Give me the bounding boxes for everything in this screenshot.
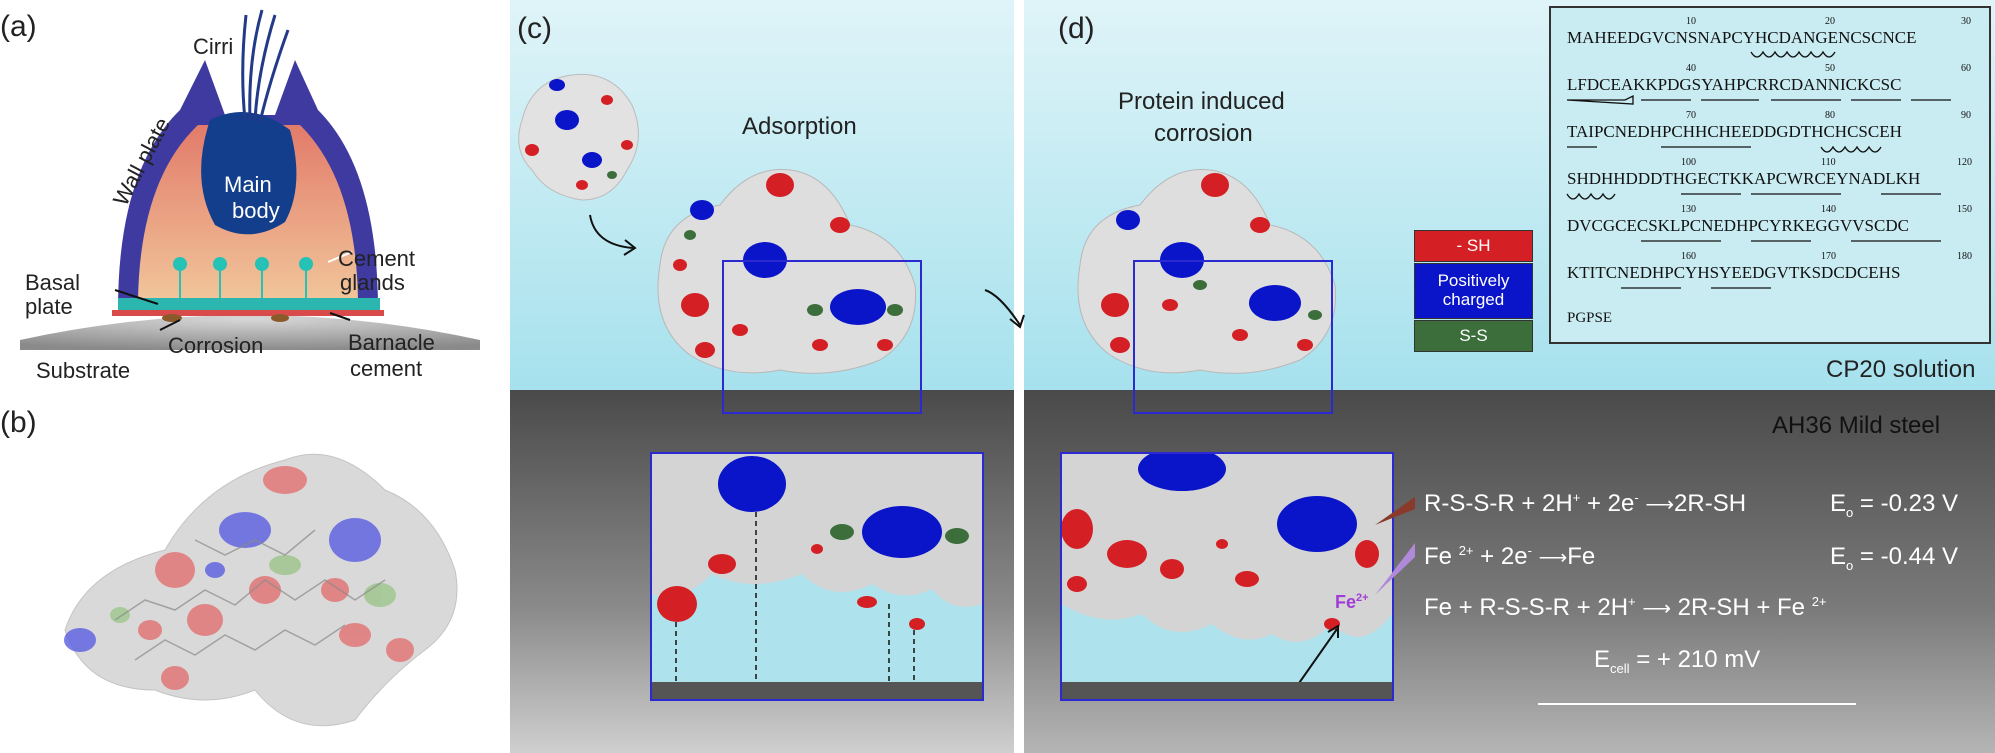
sequence-box: MAHEEDGVCNSNAPCYHCDANGENCSCNCE LFDCEAKKP… (1549, 6, 1991, 344)
residue-number: 110 (1821, 157, 1836, 168)
residue-number: 130 (1681, 204, 1696, 215)
adsorption-label: Adsorption (742, 113, 857, 140)
equation-1: R-S-S-R + 2H+ + 2e- ⟶2R-SH (1424, 490, 1747, 517)
sequence-line: MAHEEDGVCNSNAPCYHCDANGENCSCNCE (1567, 28, 1917, 47)
residue-number: 170 (1821, 251, 1836, 262)
basal-plate-label-2: plate (25, 294, 73, 319)
residue-number: 30 (1961, 16, 1971, 27)
sequence-line: LFDCEAKKPDGSYAHPCRRCDANNICKCSC (1567, 75, 1902, 94)
protein-large-d (1077, 168, 1337, 374)
barnacle-cement-shape (112, 310, 384, 316)
residue-number: 70 (1686, 110, 1696, 121)
residue-number: 20 (1825, 16, 1835, 27)
cement-glands-label-1: Cement (338, 246, 416, 271)
sequence-line: KTITCNEDHPCYHSYEEDGVTKSDCDCEHS (1567, 263, 1901, 282)
zoom-box-c (722, 260, 922, 414)
curved-arrow-d (984, 289, 1025, 329)
barnacle-diagram (20, 9, 480, 350)
residue-number: 80 (1825, 110, 1835, 121)
barnacle-cement-label-1: Barnacle (348, 330, 435, 355)
corrosion-label: Corrosion (168, 333, 264, 358)
cell-potential: Ecell = + 210 mV (1594, 646, 1761, 676)
substrate-label: Substrate (36, 358, 131, 383)
panel-label-c: (c) (517, 12, 552, 45)
sequence-line: TAIPCNEDHPCHHCHEEDDGDTHCHCSCEH (1567, 122, 1902, 141)
residue-number: 50 (1825, 63, 1835, 74)
residue-number: 60 (1961, 63, 1971, 74)
main-body-label-1: Main (224, 172, 272, 197)
legend-positive: Positively charged (1414, 263, 1533, 319)
protein-structure-b (64, 453, 458, 727)
curved-arrow-c (589, 214, 637, 256)
cirri-label: Cirri (193, 34, 234, 59)
panel-label-d: (d) (1058, 12, 1095, 45)
barnacle-cement-label-2: cement (350, 356, 423, 381)
substrate-shape (20, 315, 480, 350)
sequence-line: SHDHHDDDTHGECTKKAPCWRCEYNADLKH (1567, 169, 1921, 188)
residue-number: 120 (1957, 157, 1972, 168)
cement-glands-label-2: glands (340, 270, 405, 295)
panel-label-b: (b) (0, 406, 37, 439)
ah36-steel-label: AH36 Mild steel (1772, 412, 1941, 439)
panel-label-a: (a) (0, 10, 37, 43)
residue-number: 180 (1957, 251, 1972, 262)
sequence-line: DVCGCECSKLPCNEDHPCYRKEGGVVSCDC (1567, 216, 1909, 235)
residue-number: 100 (1681, 157, 1696, 168)
residue-number: 140 (1821, 204, 1836, 215)
protein-corrosion-label-2: corrosion (1154, 120, 1253, 147)
zoom-inset-c (650, 452, 984, 701)
fe-ion-label: Fe2+ (1335, 592, 1369, 612)
cirri-shape (241, 9, 290, 123)
sequence-line: PGPSE (1567, 310, 1613, 326)
cement-glands-shape (173, 257, 313, 300)
basal-plate-shape (118, 298, 380, 312)
equation-2: Fe 2+ + 2e- ⟶Fe (1424, 543, 1596, 570)
secondary-structure-marks (1566, 50, 1951, 289)
legend-ss: S-S (1414, 320, 1533, 352)
zoom-box-d (1133, 260, 1333, 414)
residue-number: 90 (1961, 110, 1971, 121)
protein-small-c (518, 73, 639, 201)
zoom-inset-d (1060, 452, 1394, 701)
equation-3: Fe + R-S-S-R + 2H+ ⟶ 2R-SH + Fe 2+ (1424, 594, 1827, 621)
main-body-label-2: body (232, 198, 280, 223)
basal-plate-label-1: Basal (25, 270, 81, 295)
residue-number: 150 (1957, 204, 1972, 215)
residue-number: 160 (1681, 251, 1696, 262)
residue-number: 40 (1686, 63, 1696, 74)
equation-1-potential: Eo = -0.23 V (1830, 490, 1958, 520)
cp20-solution-label: CP20 solution (1826, 356, 1976, 383)
equation-underline (1538, 703, 1856, 705)
residue-number: 10 (1686, 16, 1696, 27)
equation-2-potential: Eo = -0.44 V (1830, 543, 1958, 573)
main-body-shape (201, 112, 297, 235)
legend-sh: - SH (1414, 230, 1533, 262)
equation-pointers (1375, 497, 1415, 595)
protein-corrosion-label-1: Protein induced (1118, 88, 1285, 115)
